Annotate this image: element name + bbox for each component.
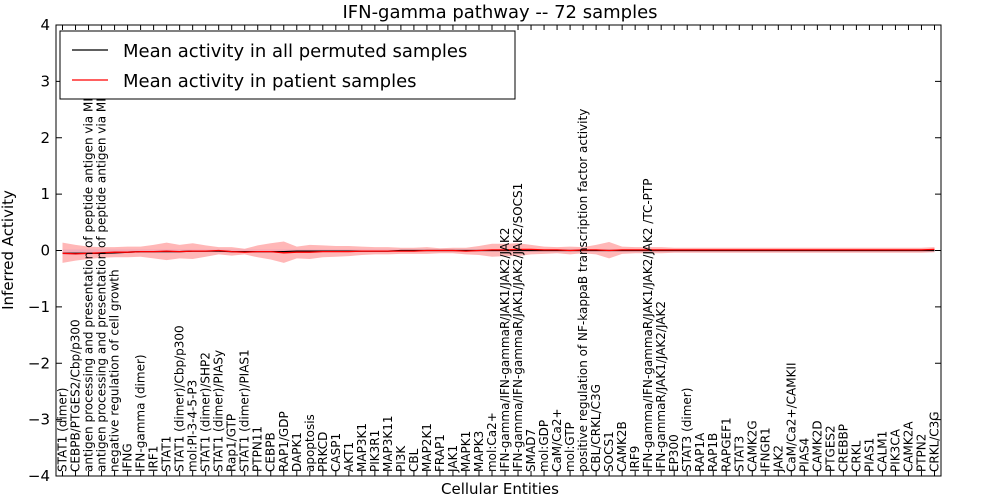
x-tick-label: Rap1/GTP — [225, 414, 239, 472]
x-tick-label: negative regulation of cell growth — [108, 269, 122, 472]
x-tick-label: MAP3K1 — [355, 423, 369, 472]
x-tick-label: PRKCD — [316, 432, 330, 472]
x-tick-label: IFN-gamma/IFN-gammaR/JAK1/JAK2/JAK2/SOCS… — [511, 183, 525, 472]
x-tick-label: STAT1 (dimer)/PIAS1 — [238, 349, 252, 472]
x-tick-label: PIK3CA — [888, 428, 902, 472]
x-tick-label: STAT1 — [160, 436, 174, 472]
x-tick-label: mol:Ca2+ — [485, 412, 499, 472]
x-tick-label: CASP1 — [329, 433, 343, 472]
x-tick-label: RAP1B — [706, 433, 720, 472]
x-tick-label: CRKL/C3G — [928, 411, 942, 472]
x-tick-label: STAT1 (dimer)/Cbp/p300 — [173, 325, 187, 472]
x-tick-label: CREBBP — [836, 424, 850, 472]
patient-band — [62, 241, 935, 263]
y-tick-label: 0 — [40, 242, 50, 260]
y-tick-label: −4 — [28, 467, 50, 485]
legend: Mean activity in all permuted samples Me… — [59, 30, 516, 100]
x-tick-label: SMAD7 — [524, 429, 538, 472]
x-tick-label: MAPK3 — [472, 431, 486, 472]
x-tick-label: STAT1 (dimer) — [56, 388, 70, 472]
x-tick-label: PIAS1 — [862, 438, 876, 472]
x-tick-label: positive regulation of NF-kappaB transcr… — [576, 109, 590, 472]
x-tick-label: RAP1/GDP — [277, 411, 291, 472]
x-tick-label: CBL/CRKL/C3G — [589, 384, 603, 472]
patient-mean-line — [62, 248, 935, 255]
x-tick-label: IFN-gamma/IFN-gammaR/JAK1/JAK2/JAK2 — [498, 227, 512, 472]
y-axis-label: Inferred Activity — [0, 190, 17, 310]
x-tick-label: mol:PI-3-4-5-P3 — [186, 380, 200, 472]
y-tick-label: 2 — [40, 129, 50, 147]
y-tick-label: 4 — [40, 16, 50, 34]
x-tick-label: IRF1 — [147, 446, 161, 472]
y-tick-label: 3 — [40, 72, 50, 90]
x-tick-label: STAT1 (dimer)/PIASy — [212, 350, 226, 472]
x-tick-label: IFNG — [121, 443, 135, 472]
x-tick-label: SOCS1 — [602, 431, 616, 472]
x-tick-label: CBL — [407, 448, 421, 472]
x-tick-label: IFN-gammaR/JAK1/JAK2/JAK2 — [654, 301, 668, 472]
x-tick-label: MAP2K1 — [420, 423, 434, 472]
plot-frame — [55, 24, 942, 477]
x-tick-label: RAP1A — [693, 432, 707, 472]
x-tick-label: CEBPB/PTGES2/Cbp/p300 — [69, 319, 83, 472]
x-tick-label: IFN-gamma (dimer) — [134, 354, 148, 472]
x-tick-label: IFNGR1 — [758, 427, 772, 472]
x-tick-label: CAMK2G — [745, 420, 759, 472]
x-tick-label: CAMK2B — [615, 421, 629, 472]
x-tick-label: JAK1 — [446, 445, 460, 473]
plot-layer — [62, 241, 935, 263]
x-tick-label: DAPK1 — [290, 432, 304, 472]
x-tick-label: apoptosis — [303, 414, 317, 472]
x-tick-label: CEBPB — [264, 432, 278, 472]
x-axis-ticks — [62, 25, 935, 476]
x-tick-label: EP300 — [667, 434, 681, 472]
y-tick-label: −2 — [28, 354, 50, 372]
y-tick-label: −3 — [28, 411, 50, 429]
x-tick-label: CALM1 — [875, 431, 889, 472]
x-tick-label: PTPN11 — [251, 426, 265, 472]
x-tick-label: PTGES2 — [823, 425, 837, 472]
y-tick-label: −1 — [28, 298, 50, 316]
legend-label-patient: Mean activity in patient samples — [123, 71, 417, 92]
y-tick-label: 1 — [40, 185, 50, 203]
x-tick-label: JAK2 — [771, 445, 785, 473]
x-tick-label: CRKL — [849, 440, 863, 472]
x-tick-label: PTPN2 — [915, 434, 929, 472]
x-tick-label: PIK3R1 — [368, 430, 382, 472]
x-tick-label: antigen processing and presentation of p… — [95, 40, 109, 472]
x-tick-label: STAT3 — [732, 436, 746, 472]
x-tick-label: CaM/Ca2+/CAMKII — [784, 362, 798, 471]
x-tick-label: MAP3K11 — [381, 415, 395, 472]
x-axis-tick-labels: STAT1 (dimer) CEBPB/PTGES2/Cbp/p300 antige… — [56, 40, 942, 473]
x-tick-label: PIAS4 — [797, 438, 811, 472]
x-tick-label: IRF9 — [628, 446, 642, 472]
x-tick-label: mol:GTP — [563, 422, 577, 472]
x-tick-label: MAPK1 — [459, 431, 473, 472]
legend-label-permuted: Mean activity in all permuted samples — [123, 41, 467, 62]
legend-box — [59, 30, 516, 100]
x-tick-label: CAMK2D — [810, 420, 824, 472]
chart-title: IFN-gamma pathway -- 72 samples — [342, 2, 657, 23]
x-tick-label: AKT1 — [342, 442, 356, 472]
x-tick-label: STAT1 (dimer)/SHP2 — [199, 352, 213, 472]
x-tick-label: antigen processing and presentation of p… — [82, 43, 96, 472]
x-tick-label: RAPGEF1 — [719, 417, 733, 472]
x-tick-label: mol:GDP — [537, 420, 551, 472]
x-tick-label: PI3K — [394, 445, 408, 472]
x-tick-label: STAT3 (dimer) — [680, 388, 694, 472]
x-tick-label: FRAP1 — [433, 434, 447, 472]
x-axis-label: Cellular Entities — [441, 480, 559, 498]
y-axis-ticks: −4 −3 −2 −1 0 1 2 3 4 — [28, 16, 941, 485]
x-tick-label: IFN-gamma/IFN-gammaR/JAK1/JAK2/JAK2 /TC-… — [641, 178, 655, 472]
x-tick-label: CaM/Ca2+ — [550, 408, 564, 472]
x-tick-label: CAMK2A — [902, 421, 916, 472]
